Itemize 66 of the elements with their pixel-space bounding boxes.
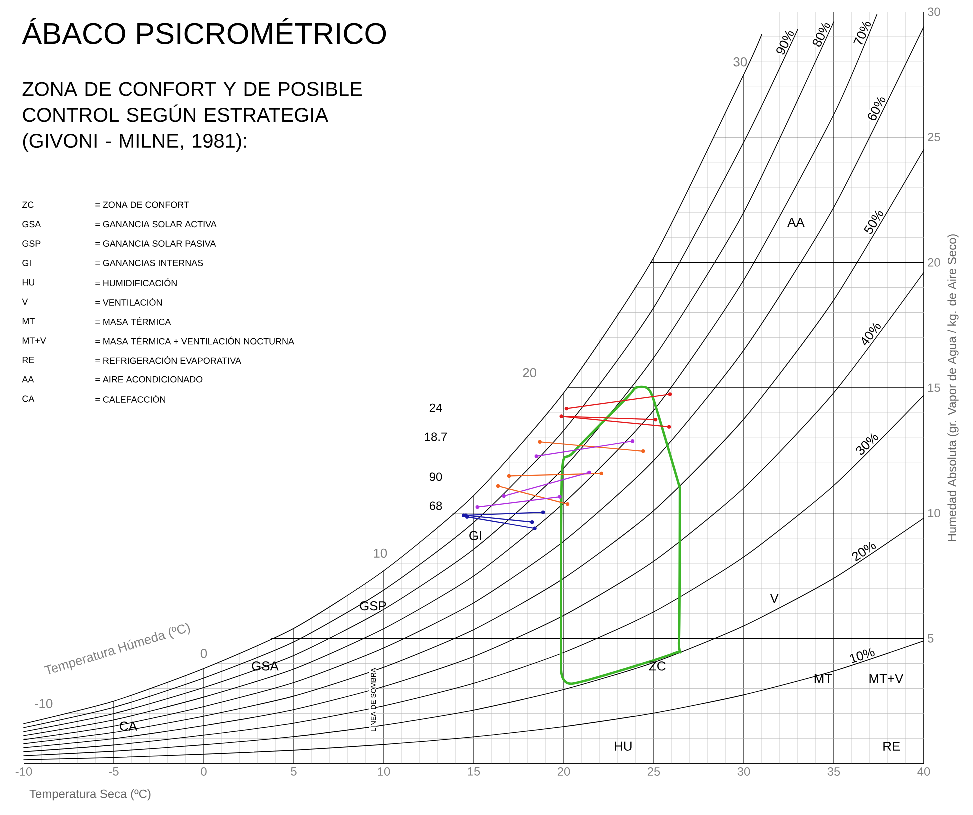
- text: 90%: [776, 31, 794, 55]
- annotation: 68: [430, 502, 442, 510]
- annotation: = CALEFACCIÓN: [96, 395, 166, 403]
- x-tick-label: -5: [109, 768, 119, 776]
- annotation: CA: [22, 396, 35, 402]
- annotation: RE: [22, 357, 34, 364]
- chart-title: ÁBACO PSICROMÉTRICO: [22, 18, 386, 44]
- annotation: = VENTILACIÓN: [96, 298, 162, 306]
- annotation: = GANANCIAS INTERNAS: [96, 260, 204, 266]
- y-tick-label: 20: [928, 258, 940, 267]
- annotation: MT: [814, 674, 832, 684]
- annotation: MT+V: [22, 338, 46, 344]
- annotation: = ZONA DE CONFORT: [96, 202, 190, 208]
- annotation: 0: [200, 649, 208, 658]
- x-tick-label: 20: [558, 768, 570, 776]
- x-tick-label: 25: [648, 768, 660, 776]
- annotation: MT+V: [870, 674, 904, 684]
- annotation: HU: [22, 279, 34, 286]
- annotation: GSA: [22, 221, 42, 228]
- text: 20%: [852, 542, 876, 562]
- text: 10%: [850, 648, 875, 664]
- annotation: HU: [615, 742, 632, 751]
- y-axis-title: Humedad Absoluta (gr. Vapor de Agua / kg. de Aire Seco): [948, 234, 959, 542]
- y-tick-label: 5: [928, 634, 934, 643]
- annotation: 18.7: [425, 432, 448, 442]
- x-tick-label: -10: [16, 768, 32, 776]
- x-tick-label: 10: [378, 768, 390, 776]
- annotation: V: [22, 298, 28, 306]
- annotation: GSP: [22, 240, 41, 247]
- text: 70%: [854, 22, 872, 45]
- text: 60%: [868, 97, 886, 121]
- x-tick-label: 30: [738, 768, 750, 776]
- text: ZONA DE CONFORT Y DE POSIBLE CONTROL SEGÚN ESTRATEGIA (GIVONI - MILNE, 1981):: [22, 82, 362, 152]
- annotation: 20: [523, 368, 537, 378]
- annotation: = HUMIDIFICACIÓN: [96, 278, 177, 287]
- annotation: GI: [22, 260, 31, 266]
- annotation: = MASA TÉRMICA + VENTILACIÓN NOCTURNA: [96, 336, 294, 345]
- y-tick-label: 30: [928, 8, 940, 16]
- y-tick-label: 10: [928, 509, 940, 518]
- annotation: GI: [470, 531, 482, 540]
- annotation: MT: [22, 318, 35, 324]
- x-tick-label: 40: [918, 768, 930, 776]
- text: 80%: [812, 23, 830, 47]
- x-tick-label: 0: [201, 768, 207, 776]
- annotation: RE: [884, 742, 900, 751]
- annotation: = REFRIGERACIÓN EVAPORATIVA: [96, 356, 242, 364]
- annotation: 90: [430, 472, 442, 482]
- x-tick-label: 5: [291, 768, 297, 776]
- annotation: = GANANCIA SOLAR ACTIVA: [96, 221, 217, 228]
- annotation: 24: [430, 404, 442, 412]
- x-tick-label: 15: [468, 768, 480, 776]
- annotation: V: [770, 594, 779, 603]
- annotation: = GANANCIA SOLAR PASIVA: [96, 240, 216, 247]
- annotation: 30: [734, 58, 748, 67]
- annotation: = MASA TÉRMICA: [96, 317, 172, 326]
- annotation: = AIRE ACONDICIONADO: [96, 376, 203, 383]
- x-axis-title: Temperatura Seca (ºC): [30, 790, 151, 801]
- annotation: ZC: [22, 202, 34, 208]
- y-tick-label: 15: [928, 384, 940, 392]
- x-tick-label: 35: [828, 768, 840, 776]
- y-tick-label: 25: [928, 133, 940, 142]
- annotation: AA: [22, 376, 34, 383]
- annotation: AA: [788, 218, 805, 227]
- annotation: 10: [374, 548, 388, 558]
- annotation: -10: [35, 699, 53, 708]
- text: 30%: [856, 433, 878, 456]
